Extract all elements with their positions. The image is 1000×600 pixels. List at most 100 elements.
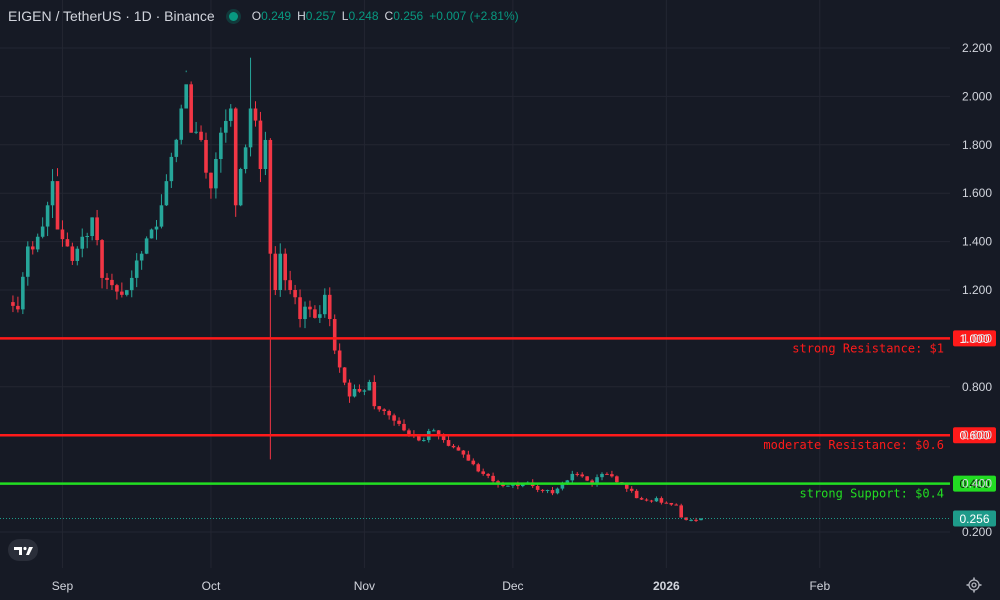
candle-body bbox=[233, 108, 238, 206]
last-price-badge-bg bbox=[953, 510, 996, 527]
candle-body bbox=[456, 447, 461, 451]
candle-body bbox=[40, 226, 45, 237]
candle-body bbox=[184, 84, 188, 109]
candle-body bbox=[466, 454, 471, 461]
candle-body bbox=[545, 490, 550, 492]
open-value: 0.249 bbox=[261, 9, 292, 23]
candle-body bbox=[367, 381, 372, 391]
horizontal-levels: strong Resistance: $1 1.000 moderate Resis… bbox=[0, 330, 996, 501]
low-label: L bbox=[341, 9, 349, 23]
level-label: strong Resistance: $1 bbox=[792, 341, 944, 355]
candle-body bbox=[347, 382, 352, 397]
candle-body bbox=[154, 226, 159, 230]
candle-body bbox=[639, 498, 644, 500]
time-axis: Sep Oct Nov Dec 2026 Feb bbox=[52, 579, 831, 593]
candle-body bbox=[209, 172, 213, 189]
ohlc-values: O0.249 H0.257 L0.248 C0.256 +0.007 (+2.8… bbox=[252, 9, 519, 23]
candle-body bbox=[664, 502, 669, 504]
y-tick-label: 1.800 bbox=[962, 138, 992, 152]
candle-body bbox=[471, 460, 476, 465]
x-tick-label: Nov bbox=[354, 579, 375, 593]
candle-body bbox=[228, 108, 233, 121]
candle-body bbox=[139, 253, 144, 261]
candle-body bbox=[189, 84, 193, 133]
y-tick-label: 1.200 bbox=[962, 283, 992, 297]
gear-icon[interactable] bbox=[966, 577, 982, 593]
x-tick-label: Feb bbox=[809, 579, 830, 593]
candle-body bbox=[50, 181, 55, 206]
candle-body bbox=[684, 517, 688, 520]
candle-body bbox=[600, 473, 604, 478]
x-tick-label: Dec bbox=[502, 579, 523, 593]
candle-body bbox=[45, 205, 50, 227]
candle-body bbox=[35, 236, 40, 250]
candle-body bbox=[649, 500, 654, 502]
candle-body bbox=[441, 435, 446, 441]
candle-body bbox=[506, 485, 510, 487]
candle-body bbox=[105, 277, 109, 280]
candle-body bbox=[659, 498, 664, 503]
candle-body bbox=[555, 488, 560, 494]
candle-body bbox=[169, 156, 174, 182]
candle-body bbox=[204, 139, 208, 173]
candle-body bbox=[85, 236, 89, 238]
candle-body bbox=[159, 205, 164, 227]
x-tick-label: Sep bbox=[52, 579, 74, 593]
market-status-icon bbox=[228, 11, 238, 21]
candle-body bbox=[318, 314, 322, 318]
candle-body bbox=[21, 276, 25, 310]
level-price-label: 1.000 bbox=[959, 332, 989, 346]
candle-body bbox=[248, 108, 253, 148]
candle-body bbox=[293, 290, 297, 298]
candle-body bbox=[634, 490, 639, 499]
candle-body bbox=[129, 277, 134, 291]
candle-body bbox=[570, 473, 575, 481]
y-tick-label: 0.600 bbox=[962, 428, 992, 442]
level-price-badge bbox=[953, 427, 996, 444]
candle-body bbox=[417, 435, 421, 441]
candle-body bbox=[585, 476, 589, 481]
candle-body bbox=[654, 498, 659, 502]
candle-body bbox=[372, 381, 377, 407]
candle-body bbox=[610, 474, 614, 477]
candle-body bbox=[387, 411, 391, 416]
candle-body bbox=[298, 297, 302, 320]
candle-body bbox=[80, 236, 85, 249]
candle-body bbox=[352, 388, 357, 397]
candle-body bbox=[100, 240, 104, 278]
level-price-badge bbox=[953, 330, 996, 347]
candle-body bbox=[540, 489, 545, 491]
candle-body bbox=[560, 483, 565, 489]
candle-body bbox=[179, 108, 184, 140]
candle-body bbox=[689, 519, 693, 521]
chart-grid bbox=[0, 0, 950, 568]
symbol-title[interactable]: EIGEN / TetherUS · 1D · Binance bbox=[8, 8, 215, 24]
last-price-badge-label: 0.256 bbox=[959, 512, 989, 526]
candle-body bbox=[382, 409, 386, 411]
candle-body bbox=[486, 473, 490, 476]
candle-body bbox=[422, 440, 426, 442]
candle-body bbox=[362, 390, 367, 392]
candle-body bbox=[194, 131, 198, 133]
candle-body bbox=[605, 473, 609, 475]
candle-body bbox=[699, 518, 703, 521]
candlestick-series bbox=[11, 57, 703, 522]
candle-body bbox=[377, 406, 382, 410]
candle-body bbox=[278, 253, 283, 290]
y-tick-label: 2.200 bbox=[962, 41, 992, 55]
candle-body bbox=[120, 291, 124, 295]
candle-body bbox=[243, 147, 248, 169]
candle-body bbox=[75, 248, 80, 261]
candle-body bbox=[501, 484, 505, 487]
candle-body bbox=[679, 505, 683, 518]
candle-body bbox=[332, 319, 337, 351]
y-tick-label: 0.800 bbox=[962, 380, 992, 394]
change-value: +0.007 (+2.81%) bbox=[429, 9, 519, 23]
tradingview-logo-icon[interactable] bbox=[8, 538, 38, 562]
candle-body bbox=[303, 306, 307, 320]
candle-body bbox=[674, 504, 679, 506]
candle-body bbox=[491, 475, 495, 482]
candle-body bbox=[110, 279, 114, 286]
y-tick-label: 1.600 bbox=[962, 186, 992, 200]
